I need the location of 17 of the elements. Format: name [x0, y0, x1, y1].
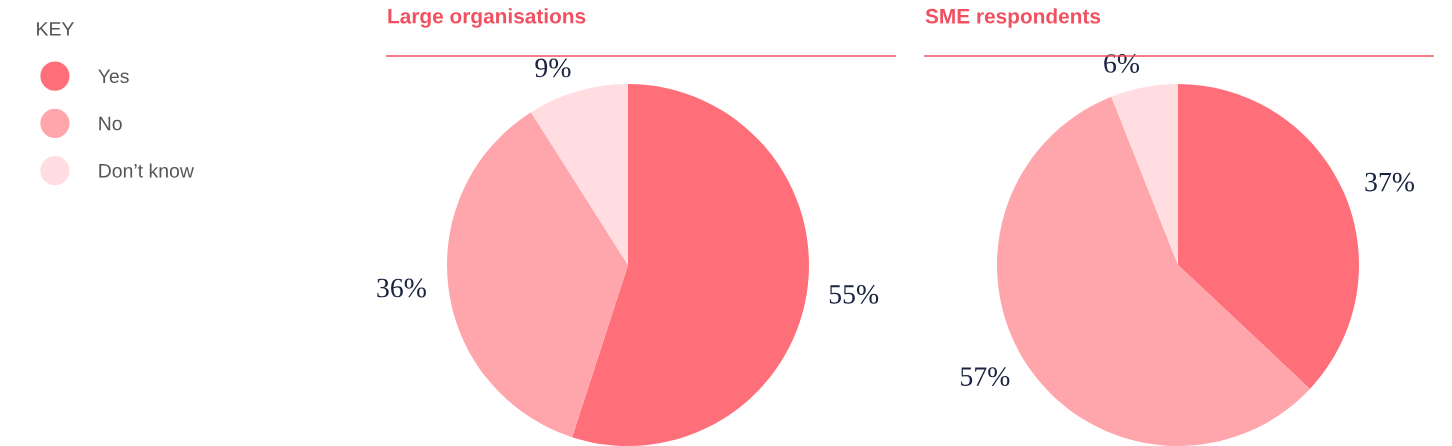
- data-label: 37%: [1365, 172, 1415, 192]
- legend-label: No: [99, 116, 122, 131]
- legend-title: KEY: [37, 22, 74, 36]
- data-label: 57%: [961, 367, 1010, 386]
- pie-slice: [572, 84, 809, 446]
- legend-label: Don’t know: [99, 163, 194, 178]
- chart-title: Large organisations: [388, 8, 586, 28]
- data-label: 55%: [829, 284, 879, 304]
- data-label: 9%: [535, 58, 571, 78]
- data-label: 6%: [1104, 54, 1140, 73]
- pie-slice: [447, 112, 628, 438]
- chart-title: SME respondents: [925, 8, 1101, 28]
- pie-slice: [531, 84, 628, 265]
- data-label: 36%: [377, 278, 426, 298]
- legend-label: Yes: [98, 69, 129, 84]
- pie-slice: [1111, 84, 1178, 265]
- pie-slice: [1178, 84, 1359, 389]
